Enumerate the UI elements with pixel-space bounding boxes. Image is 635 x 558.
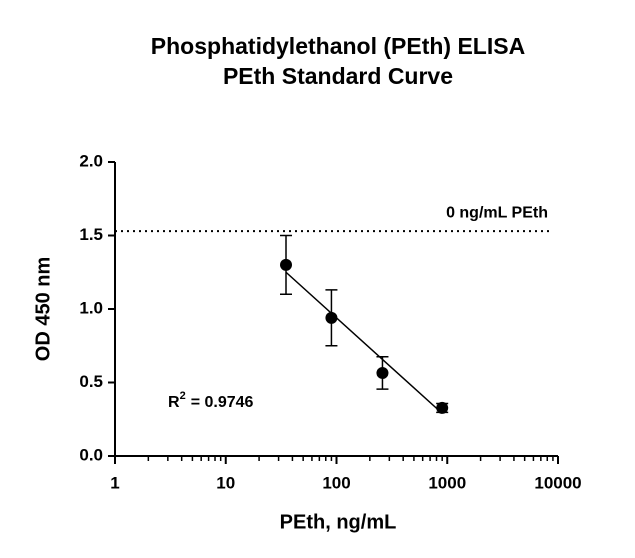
y-tick-label: 1.0 xyxy=(79,298,103,317)
y-tick-label: 0.5 xyxy=(79,372,103,391)
data-point xyxy=(325,311,338,324)
data-point xyxy=(280,258,293,271)
y-axis-label: OD 450 nm xyxy=(32,257,54,361)
x-axis-label: PEth, ng/mL xyxy=(280,511,397,533)
data-point xyxy=(376,366,389,379)
x-tick-label: 10 xyxy=(216,473,235,492)
reference-label: 0 ng/mL PEth xyxy=(446,204,548,221)
y-tick-label: 0.0 xyxy=(79,445,103,464)
annotation-rest: = 0.9746 xyxy=(191,394,254,411)
x-tick-label: 10000 xyxy=(534,473,581,492)
x-tick-label: 100 xyxy=(322,473,350,492)
chart-subtitle: PEth Standard Curve xyxy=(223,63,453,89)
annotation-superscript: 2 xyxy=(180,390,186,402)
y-tick-label: 2.0 xyxy=(79,151,103,170)
y-tick-label: 1.5 xyxy=(79,225,103,244)
x-tick-label: 1 xyxy=(110,473,119,492)
fit-line xyxy=(285,271,443,414)
data-point xyxy=(436,401,449,414)
chart-title: Phosphatidylethanol (PEth) ELISA xyxy=(151,33,525,59)
annotation-text: R xyxy=(168,394,180,411)
annotation: R2 = 0.9746 xyxy=(168,390,254,411)
x-tick-label: 1000 xyxy=(428,473,466,492)
